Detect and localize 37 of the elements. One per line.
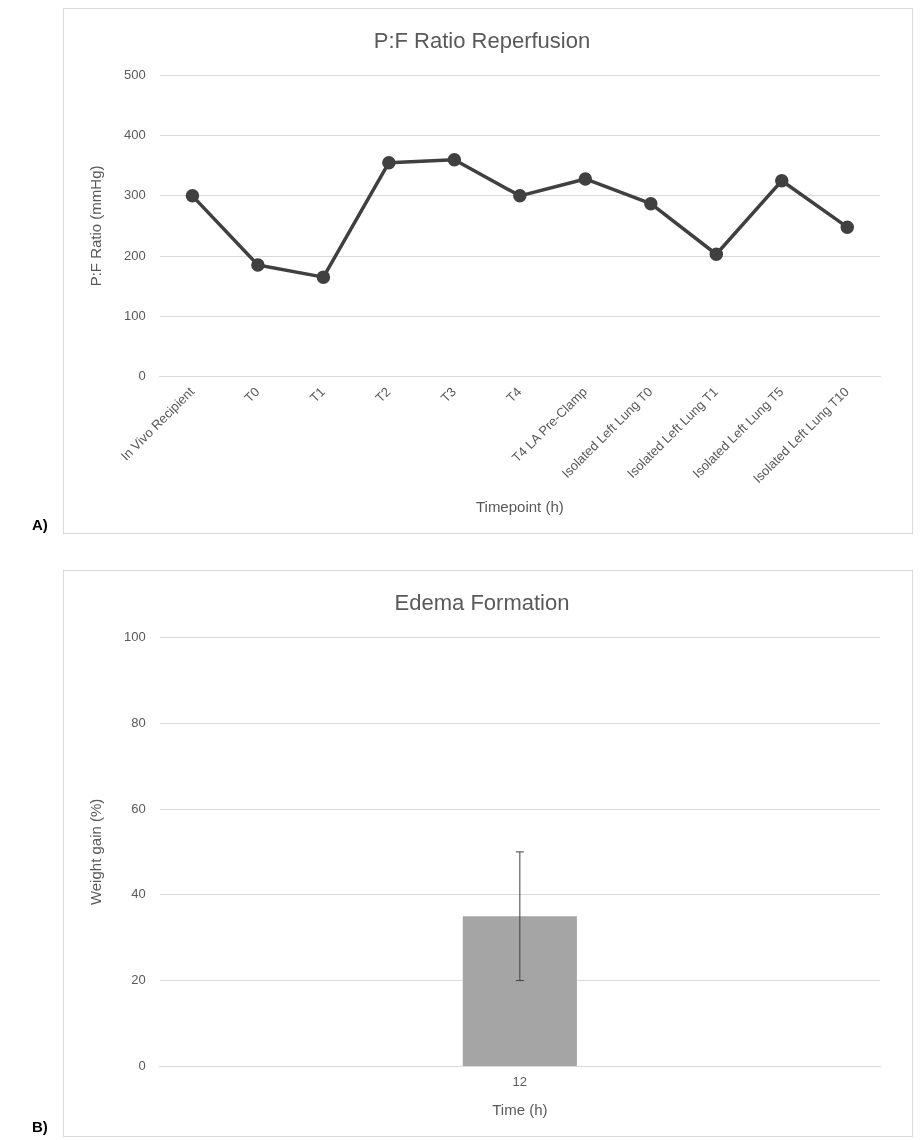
y-tick-label: 100 <box>123 307 146 323</box>
y-tick-label: 0 <box>138 368 146 384</box>
point <box>185 189 200 203</box>
x-tick-label: T2 <box>372 384 394 406</box>
y-tick-label: 400 <box>123 127 146 143</box>
point <box>644 196 658 211</box>
y-tick-label: 60 <box>131 800 146 816</box>
point <box>775 174 789 188</box>
point <box>447 152 462 167</box>
y-tick-label: 300 <box>123 187 146 203</box>
y-tick-label: 500 <box>123 66 146 82</box>
y-tick-label: 40 <box>131 886 146 902</box>
y-axis-title: P:F Ratio (mmHg) <box>87 165 105 287</box>
y-tick-label: 0 <box>138 1057 146 1073</box>
x-axis-title: Timepoint (h) <box>475 498 564 516</box>
x-tick-label: T1 <box>306 384 329 406</box>
y-tick-label: 80 <box>131 714 146 730</box>
point <box>513 189 527 203</box>
point <box>251 258 265 272</box>
point <box>709 247 724 261</box>
x-axis-title: Time (h) <box>492 1101 548 1119</box>
chart-title: P:F Ratio Reperfusion <box>373 28 591 54</box>
x-tick-label: 12 <box>512 1073 528 1089</box>
point <box>578 172 593 186</box>
y-axis-title: Weight gain (%) <box>87 798 105 906</box>
point <box>840 220 855 234</box>
y-tick-label: 200 <box>123 247 146 263</box>
x-tick-label: T0 <box>241 384 263 406</box>
text: A) <box>32 516 48 533</box>
y-tick-label: 20 <box>131 972 146 988</box>
x-tick-label: T4 <box>503 384 525 406</box>
chart-title: Edema Formation <box>394 590 570 616</box>
point <box>316 270 331 284</box>
text: B) <box>32 1118 48 1135</box>
y-tick-label: 100 <box>123 628 146 644</box>
point <box>382 155 396 170</box>
x-tick-label: T3 <box>437 384 460 406</box>
